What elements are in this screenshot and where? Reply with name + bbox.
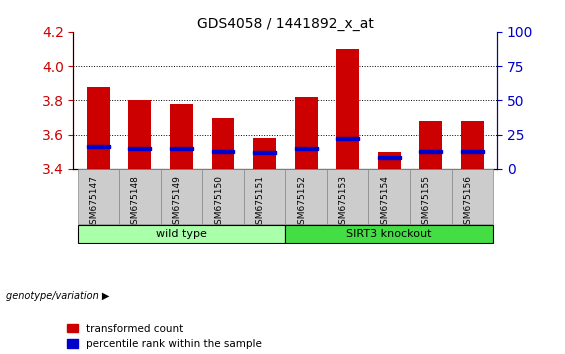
- Bar: [295, 97, 318, 169]
- Bar: [170, 104, 193, 169]
- FancyBboxPatch shape: [119, 169, 160, 224]
- FancyBboxPatch shape: [368, 169, 410, 224]
- Bar: [461, 150, 484, 153]
- Bar: [378, 156, 401, 159]
- Bar: [128, 147, 151, 150]
- Text: wild type: wild type: [156, 229, 207, 239]
- FancyBboxPatch shape: [327, 169, 368, 224]
- FancyBboxPatch shape: [285, 225, 493, 243]
- Bar: [295, 147, 318, 150]
- Bar: [336, 137, 359, 140]
- Text: GSM675156: GSM675156: [463, 176, 472, 230]
- FancyBboxPatch shape: [77, 225, 285, 243]
- FancyBboxPatch shape: [244, 169, 285, 224]
- Bar: [87, 145, 110, 148]
- Text: GSM675153: GSM675153: [338, 176, 347, 230]
- FancyBboxPatch shape: [285, 169, 327, 224]
- Bar: [419, 150, 442, 153]
- Bar: [419, 121, 442, 169]
- Bar: [170, 147, 193, 150]
- Text: GSM675150: GSM675150: [214, 176, 223, 230]
- Text: GSM675152: GSM675152: [297, 176, 306, 230]
- FancyBboxPatch shape: [160, 169, 202, 224]
- Title: GDS4058 / 1441892_x_at: GDS4058 / 1441892_x_at: [197, 17, 374, 31]
- FancyBboxPatch shape: [410, 169, 451, 224]
- Bar: [461, 121, 484, 169]
- Bar: [378, 152, 401, 169]
- Text: genotype/variation ▶: genotype/variation ▶: [6, 291, 109, 301]
- Text: SIRT3 knockout: SIRT3 knockout: [346, 229, 432, 239]
- Legend: transformed count, percentile rank within the sample: transformed count, percentile rank withi…: [67, 324, 262, 349]
- Text: GSM675155: GSM675155: [421, 176, 431, 230]
- FancyBboxPatch shape: [202, 169, 244, 224]
- Bar: [87, 87, 110, 169]
- FancyBboxPatch shape: [451, 169, 493, 224]
- Bar: [336, 49, 359, 169]
- Bar: [211, 150, 234, 153]
- Text: GSM675147: GSM675147: [89, 176, 98, 230]
- Text: GSM675151: GSM675151: [255, 176, 264, 230]
- Bar: [253, 138, 276, 169]
- Text: GSM675154: GSM675154: [380, 176, 389, 230]
- Text: GSM675149: GSM675149: [172, 176, 181, 230]
- Bar: [128, 101, 151, 169]
- Text: GSM675148: GSM675148: [131, 176, 140, 230]
- FancyBboxPatch shape: [77, 169, 119, 224]
- Bar: [211, 118, 234, 169]
- Bar: [253, 151, 276, 154]
